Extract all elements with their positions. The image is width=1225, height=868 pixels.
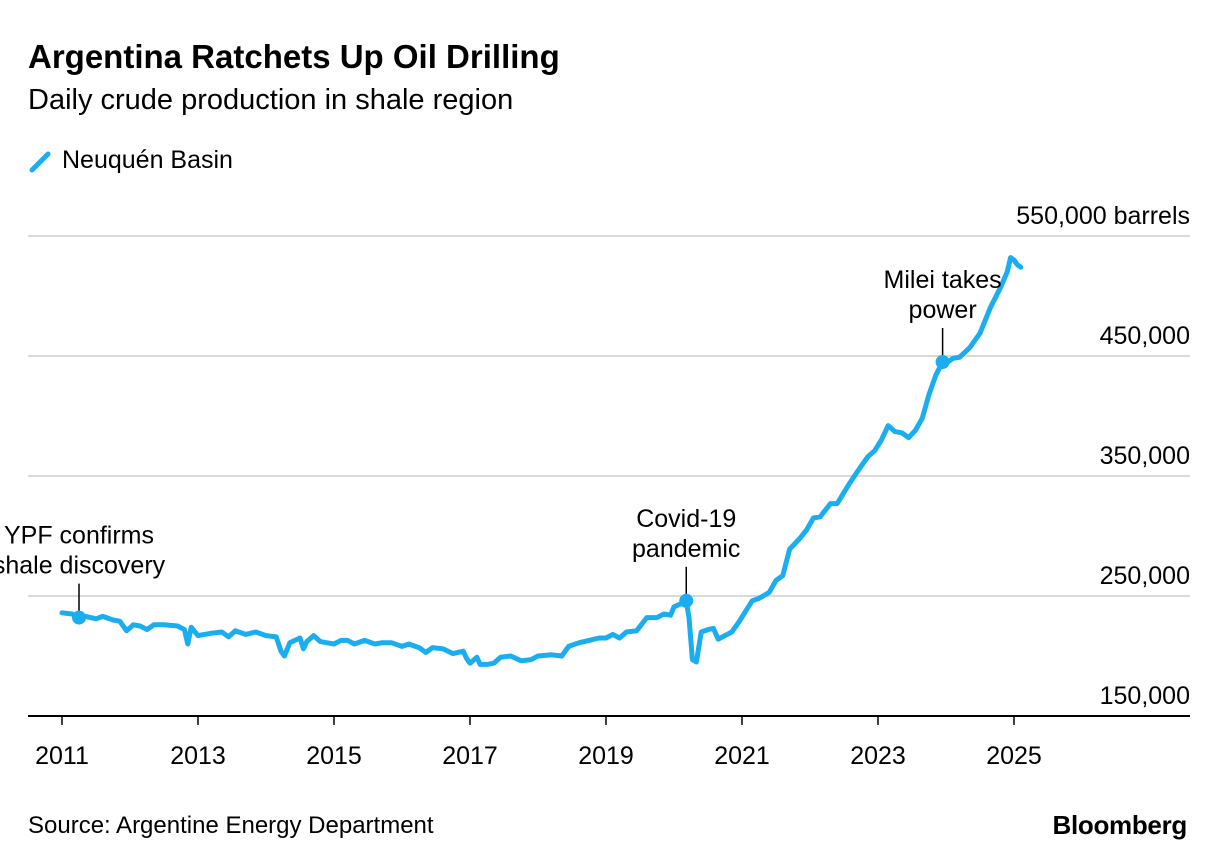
y-tick-label: 350,000 [1100,442,1190,470]
x-tick-label: 2011 [35,742,89,770]
gridlines [28,235,1190,597]
x-tick-label: 2015 [306,742,362,770]
y-tick-label: 450,000 [1100,322,1190,350]
annotation-label: pandemic [632,535,740,563]
legend-line-icon [29,151,51,172]
x-tick-label: 2025 [986,742,1042,770]
y-axis-labels: 150,000 250,000 350,000 450,000 550,000 barr… [1016,202,1190,710]
y-tick-label: 550,000 barrels [1016,202,1190,230]
x-axis: 2011 2013 2015 2017 2019 2021 2023 2025 [28,715,1190,770]
annotation-label: shale discovery [0,552,166,580]
chart-title: Argentina Ratchets Up Oil Drilling [28,38,560,75]
source-note: Source: Argentine Energy Department [28,812,434,839]
x-tick-label: 2017 [442,742,498,770]
series-layer [59,255,1024,667]
annotation-label: Milei takes [884,266,1002,294]
legend: Neuquén Basin [28,146,233,175]
y-tick-label: 250,000 [1100,562,1190,590]
chart-subtitle: Daily crude production in shale region [28,84,514,116]
legend-label: Neuquén Basin [62,146,233,174]
x-tick-label: 2013 [170,742,226,770]
x-tick-label: 2019 [578,742,634,770]
x-tick-label: 2021 [714,742,770,770]
annotation-label: Covid-19 [636,505,736,533]
annotation-label: YPF confirms [4,522,154,550]
annotation-marker [679,593,694,608]
bloomberg-logo: Bloomberg [1052,810,1187,840]
annotation-marker [935,355,950,369]
annotation-label: power [909,296,977,324]
x-tick-label: 2023 [850,742,906,770]
series-line [59,255,1024,667]
annotation-marker [72,610,86,625]
y-tick-label: 150,000 [1100,682,1190,710]
